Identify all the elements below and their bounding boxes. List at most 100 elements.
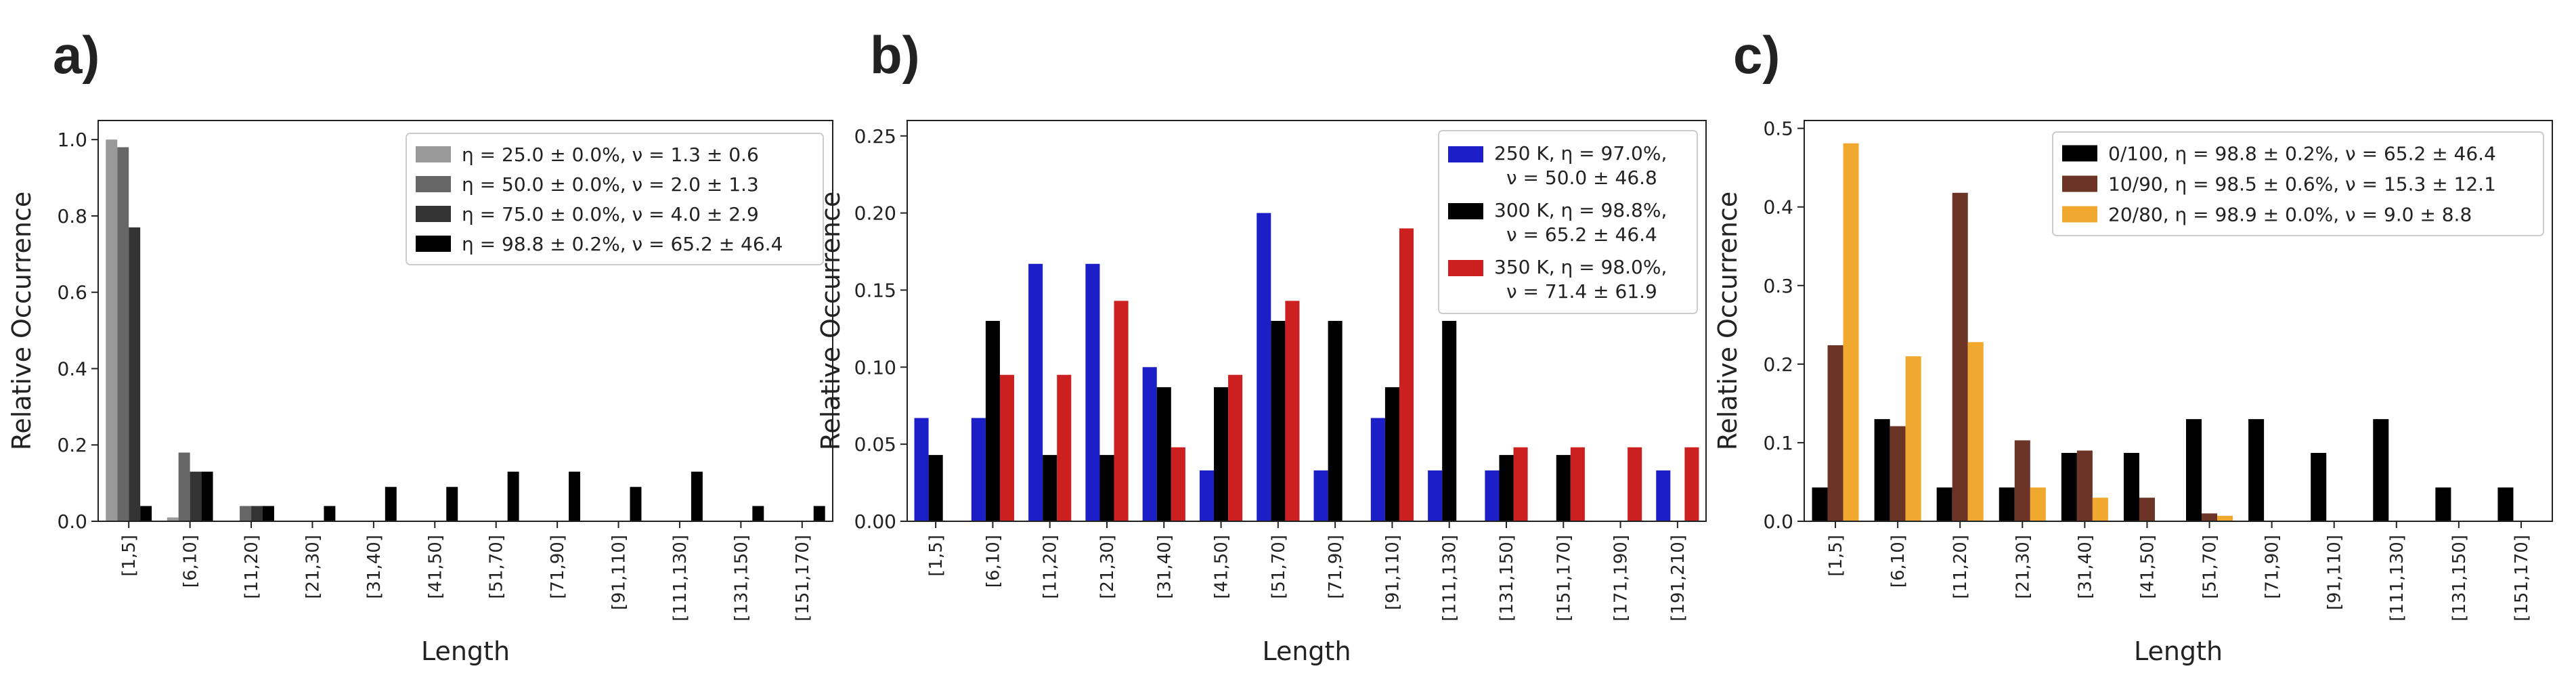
- bar-s0-c11: [2497, 487, 2514, 521]
- x-tick-label: [6,10]: [1888, 535, 1908, 588]
- bar-s2-c2: [251, 506, 263, 521]
- bar-s3-c9: [691, 471, 703, 521]
- bar-s0-c5: [1199, 470, 1215, 521]
- x-tick-label: [71,90]: [2263, 535, 2283, 599]
- x-tick-label: [171,190]: [1611, 535, 1632, 621]
- y-axis-label: Relative Occurrence: [1713, 192, 1743, 451]
- legend-swatch-1: [416, 176, 451, 192]
- bar-s1-c2: [1952, 192, 1968, 521]
- bar-s0-c13: [1656, 470, 1671, 521]
- bar-s2-c3: [2030, 487, 2046, 521]
- x-tick-label: [151,170]: [793, 535, 813, 621]
- y-tick-label: 0.4: [57, 357, 87, 380]
- y-tick-label: 0.15: [854, 279, 896, 301]
- bar-s2-c1: [999, 374, 1015, 521]
- y-tick-label: 0.6: [57, 282, 87, 304]
- bar-s2-c6: [1285, 301, 1300, 521]
- y-tick-label: 0.2: [57, 434, 87, 456]
- y-tick-label: 0.25: [854, 125, 896, 148]
- panel-label: a): [53, 25, 100, 85]
- bar-s2-c2: [1057, 374, 1072, 521]
- bar-s1-c4: [2076, 450, 2093, 521]
- x-tick-label: [1,5]: [926, 535, 946, 577]
- x-tick-label: [31,40]: [364, 535, 385, 599]
- x-tick-label: [6,10]: [983, 535, 1003, 588]
- y-tick-label: 0.05: [854, 433, 896, 456]
- panel-label: b): [870, 25, 920, 85]
- legend-label-0: 250 K, η = 97.0%,: [1494, 142, 1667, 165]
- bar-s1-c0: [117, 147, 129, 521]
- bar-s1-c2: [1043, 455, 1057, 521]
- plot-frame: [907, 120, 1707, 522]
- legend-swatch-2: [416, 206, 451, 222]
- bar-s1-c3: [1099, 455, 1114, 521]
- x-tick-label: [151,170]: [2512, 535, 2532, 621]
- bar-s0-c2: [1028, 263, 1043, 521]
- bar-s2-c3: [1114, 301, 1129, 521]
- x-tick-label: [41,50]: [2137, 535, 2158, 599]
- y-tick-label: 0.00: [854, 510, 896, 533]
- x-tick-label: [31,40]: [2075, 535, 2095, 599]
- bar-s1-c2: [240, 506, 252, 521]
- bar-s1-c0: [928, 455, 943, 521]
- legend-label-1: 10/90, η = 98.5 ± 0.6%, ν = 15.3 ± 12.1: [2108, 173, 2496, 196]
- x-tick-label: [131,150]: [1497, 535, 1517, 621]
- y-tick-label: 0.2: [1763, 353, 1793, 376]
- x-tick-label: [41,50]: [1212, 535, 1232, 599]
- legend-swatch-0: [2062, 145, 2097, 162]
- bar-s1-c10: [1499, 455, 1514, 521]
- x-tick-label: [31,40]: [1154, 535, 1175, 599]
- x-tick-label: [1,5]: [119, 535, 139, 577]
- x-tick-label: [1,5]: [1826, 535, 1846, 577]
- legend-swatch-2: [2062, 206, 2097, 223]
- x-tick-label: [131,150]: [731, 535, 751, 621]
- bar-s0-c1: [971, 418, 986, 521]
- y-tick-label: 0.5: [1763, 118, 1793, 140]
- x-tick-label: [21,30]: [303, 535, 323, 599]
- y-tick-label: 0.8: [57, 205, 87, 227]
- legend-swatch-3: [416, 236, 451, 252]
- x-axis-label: Length: [1262, 636, 1351, 666]
- bar-s1-c8: [1384, 387, 1399, 521]
- bar-s3-c4: [385, 487, 397, 521]
- x-tick-label: [41,50]: [425, 535, 445, 599]
- bar-s1-c6: [2202, 513, 2218, 521]
- bar-s2-c0: [1843, 143, 1859, 522]
- bar-s1-c5: [2139, 498, 2155, 521]
- legend-swatch-1: [1448, 203, 1483, 219]
- bar-s2-c5: [1228, 374, 1243, 521]
- bar-s0-c9: [2373, 419, 2389, 521]
- x-tick-label: [91,110]: [2325, 535, 2345, 610]
- x-tick-label: [71,90]: [1326, 535, 1346, 599]
- bar-s3-c2: [262, 506, 274, 521]
- legend-box: [1438, 130, 1698, 314]
- y-tick-label: 0.0: [1763, 510, 1793, 533]
- legend: η = 25.0 ± 0.0%, ν = 1.3 ± 0.6 η = 50.0 ±…: [406, 133, 824, 265]
- bar-s1-c11: [1556, 455, 1571, 521]
- bar-s2-c0: [129, 227, 141, 521]
- legend-swatch-1: [2062, 175, 2097, 192]
- bar-s3-c3: [324, 506, 336, 521]
- bar-s3-c10: [752, 506, 764, 521]
- bar-s3-c8: [630, 487, 642, 521]
- bar-s2-c10: [1513, 447, 1528, 521]
- legend-swatch-0: [416, 146, 451, 162]
- y-tick-label: 0.20: [854, 202, 896, 225]
- x-tick-label: [151,170]: [1554, 535, 1574, 621]
- bar-s3-c1: [201, 471, 213, 521]
- legend-label-1: η = 50.0 ± 0.0%, ν = 2.0 ± 1.3: [462, 173, 759, 196]
- bar-s0-c2: [1936, 487, 1952, 521]
- x-axis-label: Length: [2134, 636, 2223, 666]
- legend-label-1: 300 K, η = 98.8%,: [1494, 199, 1667, 221]
- legend-label-2-line2: ν = 71.4 ± 61.9: [1506, 280, 1657, 303]
- bar-s2-c6: [2217, 515, 2233, 521]
- bar-s0-c7: [1313, 470, 1328, 521]
- legend-label-3: η = 98.8 ± 0.2%, ν = 65.2 ± 46.4: [462, 233, 783, 255]
- x-tick-label: [191,210]: [1668, 535, 1688, 621]
- bar-s0-c8: [2311, 453, 2327, 521]
- bar-s0-c6: [2186, 419, 2202, 521]
- y-axis-label: Relative Occurrence: [816, 192, 846, 451]
- bar-s3-c6: [507, 471, 519, 521]
- x-tick-label: [111,130]: [1440, 535, 1460, 621]
